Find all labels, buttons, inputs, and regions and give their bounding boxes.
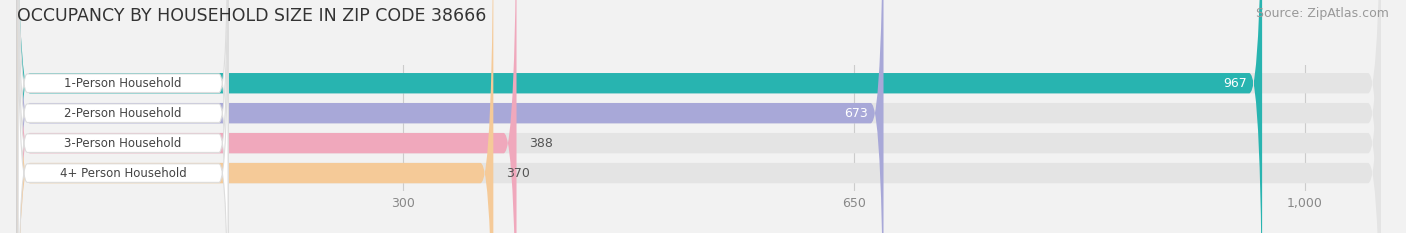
- FancyBboxPatch shape: [17, 0, 1263, 233]
- Text: OCCUPANCY BY HOUSEHOLD SIZE IN ZIP CODE 38666: OCCUPANCY BY HOUSEHOLD SIZE IN ZIP CODE …: [17, 7, 486, 25]
- Text: 967: 967: [1223, 77, 1247, 90]
- FancyBboxPatch shape: [18, 0, 228, 233]
- Text: Source: ZipAtlas.com: Source: ZipAtlas.com: [1256, 7, 1389, 20]
- FancyBboxPatch shape: [17, 0, 883, 233]
- Text: 4+ Person Household: 4+ Person Household: [59, 167, 187, 180]
- FancyBboxPatch shape: [17, 0, 1381, 233]
- Text: 370: 370: [506, 167, 530, 180]
- Text: 388: 388: [530, 137, 554, 150]
- FancyBboxPatch shape: [18, 0, 228, 233]
- Text: 673: 673: [845, 107, 868, 120]
- FancyBboxPatch shape: [17, 0, 494, 233]
- FancyBboxPatch shape: [17, 0, 1381, 233]
- FancyBboxPatch shape: [17, 0, 1381, 233]
- FancyBboxPatch shape: [17, 0, 516, 233]
- FancyBboxPatch shape: [18, 0, 228, 233]
- FancyBboxPatch shape: [18, 0, 228, 233]
- Text: 1-Person Household: 1-Person Household: [65, 77, 181, 90]
- FancyBboxPatch shape: [17, 0, 1381, 233]
- Text: 2-Person Household: 2-Person Household: [65, 107, 181, 120]
- Text: 3-Person Household: 3-Person Household: [65, 137, 181, 150]
